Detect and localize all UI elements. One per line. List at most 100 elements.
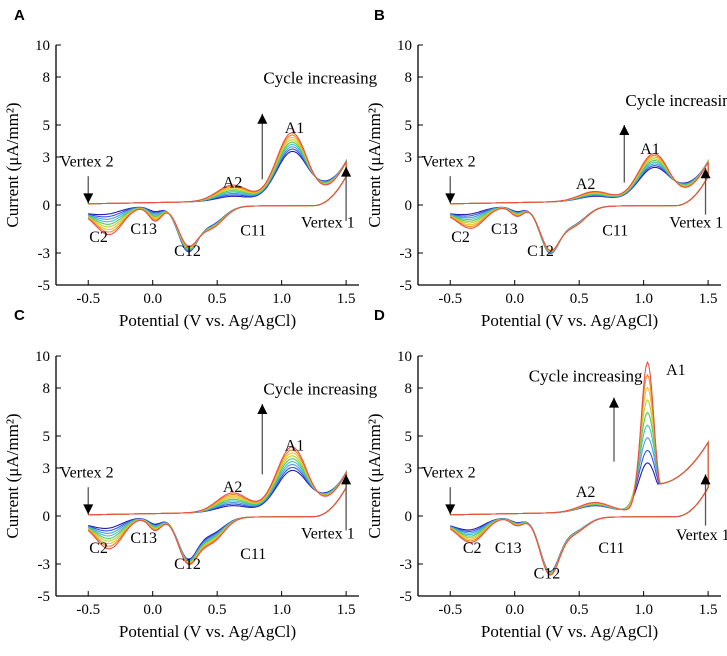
y-tick-label: 10: [397, 349, 412, 365]
peak-label-c12: C12: [174, 556, 201, 573]
cycle-increasing-label: Cycle increasing: [263, 379, 377, 398]
cv-cycle-9: [449, 153, 709, 252]
x-tick-label: 0.0: [143, 291, 162, 307]
x-tick-label: 0.5: [570, 291, 589, 307]
peak-label-c11: C11: [240, 546, 266, 563]
peak-label-c12: C12: [174, 243, 201, 260]
y-tick-label: 3: [43, 150, 51, 166]
x-tick-label: 1.5: [699, 291, 718, 307]
cycle-increasing-label: Cycle increasing: [529, 367, 643, 386]
cycle-increasing-label: Cycle increasing: [263, 68, 377, 87]
y-tick-label: 10: [35, 38, 50, 54]
x-tick-label: 0.0: [505, 602, 524, 618]
x-tick-label: 1.0: [272, 602, 291, 618]
cv-cycle-1: [88, 469, 347, 560]
peak-label-c13: C13: [495, 540, 522, 557]
y-axis-label: Current (μA/mm²): [3, 413, 22, 538]
peak-label-c2: C2: [463, 540, 482, 557]
x-tick-label: -0.5: [76, 291, 100, 307]
y-tick-label: 10: [397, 38, 412, 54]
vertex-1-label: Vertex 1: [301, 214, 355, 231]
vertex-2-label: Vertex 2: [60, 154, 114, 171]
y-tick-label: 5: [43, 429, 51, 445]
x-tick-label: 1.0: [272, 291, 291, 307]
panel-b: B -5 -3 0 3 5 8 10 -0.5 0.0 0.5 1.0 1.5 Potential (V …: [365, 7, 727, 330]
peak-label-a2: A2: [223, 479, 243, 496]
peak-label-c12: C12: [527, 243, 554, 260]
cv-curves: [449, 153, 709, 254]
vertex-2-label: Vertex 2: [422, 465, 476, 482]
x-tick-label: 1.5: [337, 602, 356, 618]
peak-label-a1: A1: [285, 437, 305, 454]
y-tick-label: -3: [38, 557, 51, 573]
y-tick-label: 5: [405, 429, 413, 445]
x-tick-label: 0.5: [208, 291, 227, 307]
cycle-arrow-head: [619, 125, 630, 135]
panel-letter: C: [14, 307, 25, 324]
x-tick-label: 0.0: [143, 602, 162, 618]
vertex-1-label: Vertex 1: [669, 214, 723, 231]
y-tick-label: 8: [43, 381, 51, 397]
vertex-1-arrow-head: [700, 168, 711, 179]
peak-label-a1: A1: [285, 120, 305, 137]
peak-label-c11: C11: [598, 540, 624, 557]
vertex-1-arrow-head: [700, 474, 711, 485]
peak-label-c11: C11: [602, 222, 628, 239]
peak-label-a2: A2: [223, 174, 243, 191]
panel-c: C -5 -3 0 3 5 8 10 -0.5 0.0 0.5 1.0 1.5 Potential (V …: [3, 307, 378, 641]
vertex-2-label: Vertex 2: [422, 154, 476, 171]
panel-letter: D: [374, 307, 385, 324]
cycle-increasing-label: Cycle increasing: [625, 91, 727, 110]
y-tick-label: -5: [400, 278, 413, 294]
peak-label-a2: A2: [576, 176, 596, 193]
cv-cycle-8: [449, 373, 709, 576]
y-tick-label: 0: [405, 509, 413, 525]
peak-label-c2: C2: [451, 229, 470, 246]
cycle-arrow-head: [257, 113, 268, 124]
y-tick-label: 0: [43, 198, 51, 214]
cv-cycle-9: [449, 360, 709, 576]
vertex-2-arrow-head: [83, 193, 94, 204]
x-axis-label: Potential (V vs. Ag/AgCl): [481, 311, 658, 330]
y-tick-label: 0: [405, 198, 413, 214]
panel-d: D -5 -3 0 3 5 8 10 -0.5 0.0 0.5 1.0 1.5 Potential (V …: [365, 307, 727, 641]
cycle-arrow-head: [608, 397, 619, 408]
vertex-2-arrow-head: [83, 504, 94, 515]
x-axis-label: Potential (V vs. Ag/AgCl): [119, 311, 296, 330]
y-tick-label: -3: [400, 246, 413, 262]
y-axis-label: Current (μA/mm²): [365, 413, 384, 538]
peak-label-c13: C13: [130, 530, 157, 547]
y-axis-label: Current (μA/mm²): [3, 102, 22, 227]
panel-letter: B: [374, 7, 385, 24]
x-axis-label: Potential (V vs. Ag/AgCl): [481, 622, 658, 641]
x-tick-label: 1.0: [634, 602, 653, 618]
peak-label-c12: C12: [534, 565, 561, 582]
peak-label-c2: C2: [89, 229, 108, 246]
vertex-1-arrow-head: [341, 166, 352, 177]
y-tick-label: 0: [43, 509, 51, 525]
y-tick-label: 3: [43, 461, 51, 477]
y-axis-label: Current (μA/mm²): [365, 102, 384, 227]
x-tick-label: -0.5: [438, 602, 462, 618]
vertex-1-label: Vertex 1: [301, 525, 355, 542]
x-tick-label: 1.5: [699, 602, 718, 618]
vertex-1-arrow-head: [341, 474, 352, 485]
cv-curves: [449, 360, 709, 576]
peak-label-c13: C13: [491, 221, 518, 238]
y-tick-label: 3: [405, 150, 413, 166]
x-tick-label: 0.5: [208, 602, 227, 618]
cv-cycle-7: [449, 386, 709, 575]
peak-label-a2: A2: [576, 484, 596, 501]
peak-label-a1: A1: [666, 362, 686, 379]
vertex-1-label: Vertex 1: [676, 527, 727, 544]
y-tick-label: 8: [405, 381, 413, 397]
x-tick-label: 1.5: [337, 291, 356, 307]
y-tick-label: -5: [38, 589, 51, 605]
panel-letter: A: [14, 7, 25, 24]
y-tick-label: 10: [35, 349, 50, 365]
y-tick-label: -5: [38, 278, 51, 294]
x-axis-label: Potential (V vs. Ag/AgCl): [119, 622, 296, 641]
cycle-arrow-head: [257, 404, 268, 414]
x-tick-label: 1.0: [634, 291, 653, 307]
